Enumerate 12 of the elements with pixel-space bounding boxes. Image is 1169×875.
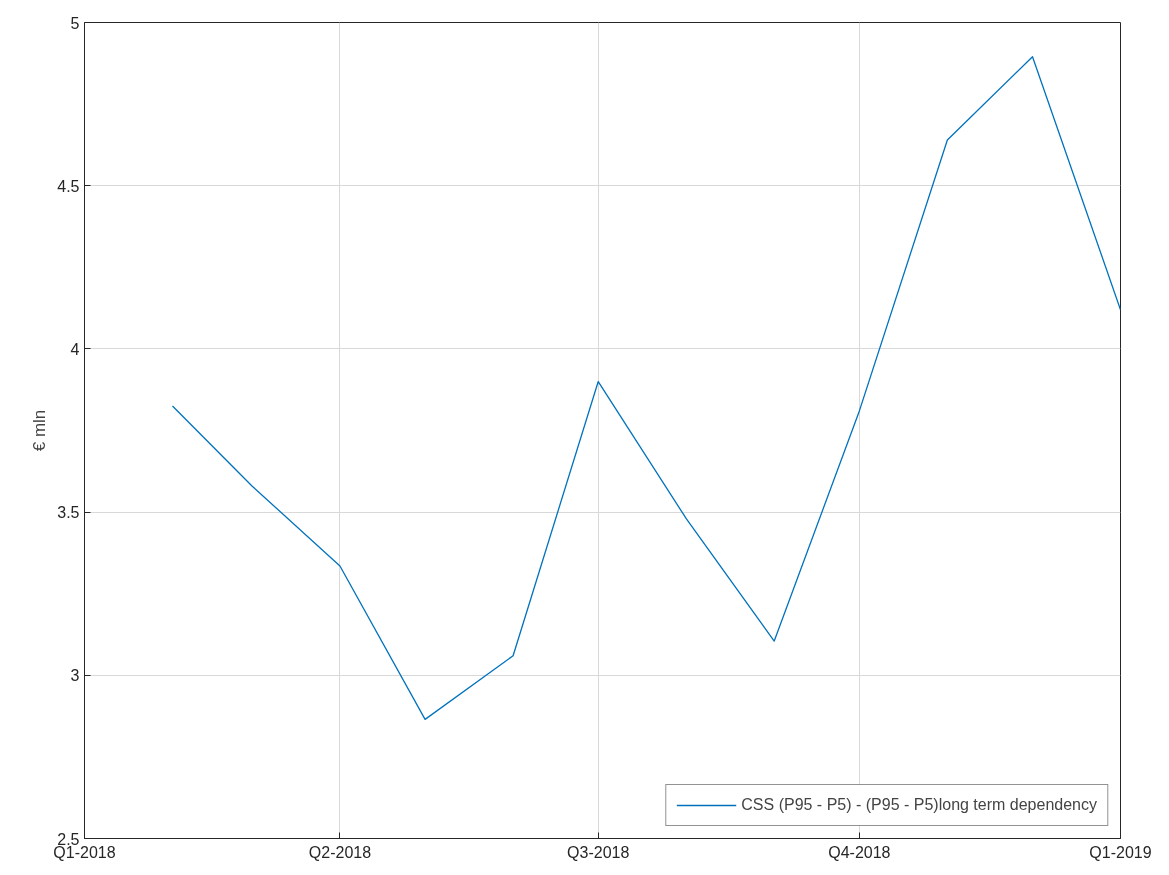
- y-tick-label: 3.5: [57, 504, 80, 522]
- y-tick-label: 3: [70, 667, 80, 685]
- x-tick-label: Q1-2019: [1089, 843, 1152, 861]
- line-series: [171, 56, 1121, 721]
- y-tick-label: 5: [70, 14, 80, 32]
- x-tick-label: Q2-2018: [308, 843, 372, 861]
- y-axis-title: € mln: [30, 409, 50, 452]
- x-tick-label: Q4-2018: [828, 843, 891, 861]
- y-tick-label: 4.5: [57, 177, 80, 195]
- x-tick-label: Q3-2018: [567, 843, 630, 861]
- legend-label: CSS (P95 - P5) - (P95 - P5)long term dependency: [741, 796, 1097, 814]
- y-tick-label: 4: [70, 340, 80, 358]
